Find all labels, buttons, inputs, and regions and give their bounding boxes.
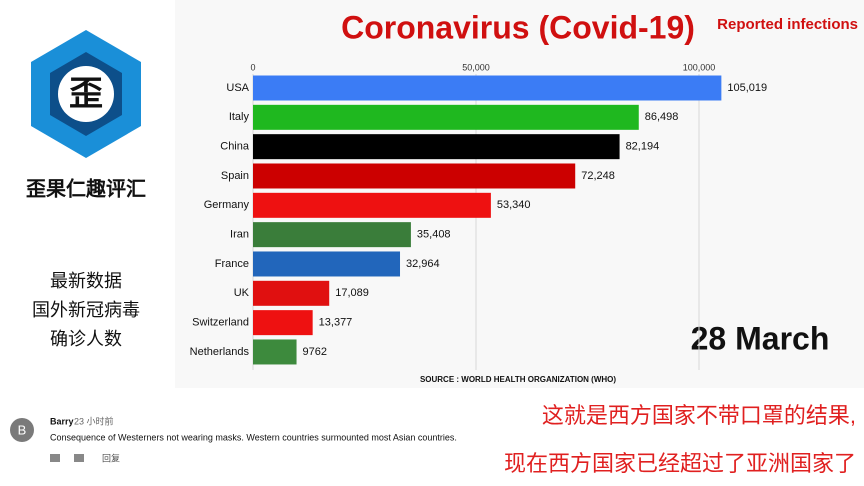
category-label: France: [215, 258, 249, 270]
category-label: Germany: [204, 199, 250, 211]
bar: [253, 251, 401, 277]
value-label: 105,019: [727, 82, 767, 94]
caption: 现在西方国家已经超过了亚洲国家了: [504, 451, 856, 476]
category-label: Netherlands: [190, 346, 250, 358]
comment-author[interactable]: Barry: [50, 416, 74, 426]
category-label: USA: [226, 82, 249, 94]
logo-char: 歪: [69, 75, 103, 113]
bar: [253, 75, 722, 101]
bar: [253, 163, 576, 189]
plot: 0 50,000 100,000 USA 105,019 Italy 86,498 China…: [190, 62, 767, 370]
bar: [253, 192, 491, 218]
bar: [253, 310, 313, 336]
bar: [253, 280, 330, 306]
bar: [253, 104, 639, 130]
value-label: 86,498: [645, 111, 679, 123]
value-label: 35,408: [417, 229, 451, 241]
logo-circle: [58, 66, 114, 122]
channel-name: 歪果仁趣评汇: [26, 176, 146, 200]
dislike-button[interactable]: [74, 454, 84, 462]
sidebar-line: 最新数据: [50, 271, 122, 291]
like-button[interactable]: [50, 454, 60, 462]
caption: 这就是西方国家不带口罩的结果,: [542, 403, 856, 428]
source: SOURCE : WORLD HEALTH ORGANIZATION (WHO): [420, 375, 616, 384]
x-tick-label: 0: [250, 62, 255, 72]
value-label: 13,377: [319, 317, 353, 329]
category-label: Iran: [230, 229, 249, 241]
bar: [253, 339, 297, 365]
comment-time: 23 小时前: [74, 415, 114, 426]
category-label: China: [220, 141, 250, 153]
category-label: Italy: [229, 111, 250, 123]
x-tick-label: 100,000: [683, 62, 716, 72]
reply-button[interactable]: 回复: [102, 452, 120, 463]
value-label: 17,089: [335, 287, 369, 299]
chart-subtitle: Reported infections: [717, 16, 858, 33]
avatar-letter: B: [18, 422, 27, 437]
chart-title: Coronavirus (Covid-19): [341, 9, 695, 45]
sidebar-line: 国外新冠病毒: [32, 300, 140, 320]
value-label: 32,964: [406, 258, 440, 270]
value-label: 72,248: [581, 170, 615, 182]
avatar: [10, 418, 34, 442]
value-label: 53,340: [497, 199, 531, 211]
category-label: UK: [234, 287, 250, 299]
date-label: 28 March: [691, 320, 830, 356]
bar: [253, 134, 620, 160]
bar: [253, 222, 411, 248]
category-label: Switzerland: [192, 317, 249, 329]
x-tick-label: 50,000: [462, 62, 490, 72]
comment-text: Consequence of Westerners not wearing ma…: [50, 432, 457, 442]
sidebar-line: 确诊人数: [50, 329, 122, 349]
category-label: Spain: [221, 170, 249, 182]
value-label: 82,194: [626, 141, 660, 153]
value-label: 9762: [303, 346, 327, 358]
